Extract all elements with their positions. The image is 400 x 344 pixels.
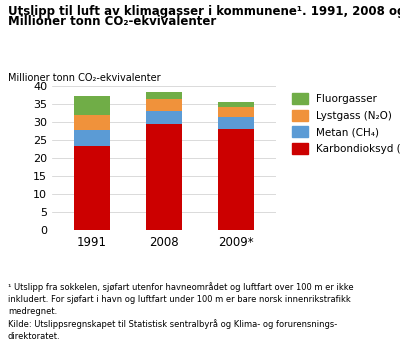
Bar (146, 111, 182, 124)
Bar (218, 129, 254, 230)
Bar (74, 96, 110, 115)
Text: Millioner tonn CO₂-ekvivalenter: Millioner tonn CO₂-ekvivalenter (8, 15, 216, 29)
Bar (146, 124, 182, 230)
Bar (218, 107, 254, 117)
Bar (146, 99, 182, 111)
Legend: Fluorgasser, Lystgass (N₂O), Metan (CH₄), Karbondioksyd (CO₂): Fluorgasser, Lystgass (N₂O), Metan (CH₄)… (290, 91, 400, 156)
Text: ¹ Utslipp fra sokkelen, sjøfart utenfor havneområdet og luftfart over 100 m er i: ¹ Utslipp fra sokkelen, sjøfart utenfor … (8, 282, 354, 341)
Bar (74, 146, 110, 230)
Bar (74, 115, 110, 130)
Bar (218, 117, 254, 129)
Bar (146, 92, 182, 99)
Text: Millioner tonn CO₂-ekvivalenter: Millioner tonn CO₂-ekvivalenter (8, 73, 161, 83)
Bar (218, 101, 254, 107)
Text: Utslipp til luft av klimagasser i kommunene¹. 1991, 2008 og 2009*.: Utslipp til luft av klimagasser i kommun… (8, 5, 400, 18)
Bar (74, 130, 110, 146)
